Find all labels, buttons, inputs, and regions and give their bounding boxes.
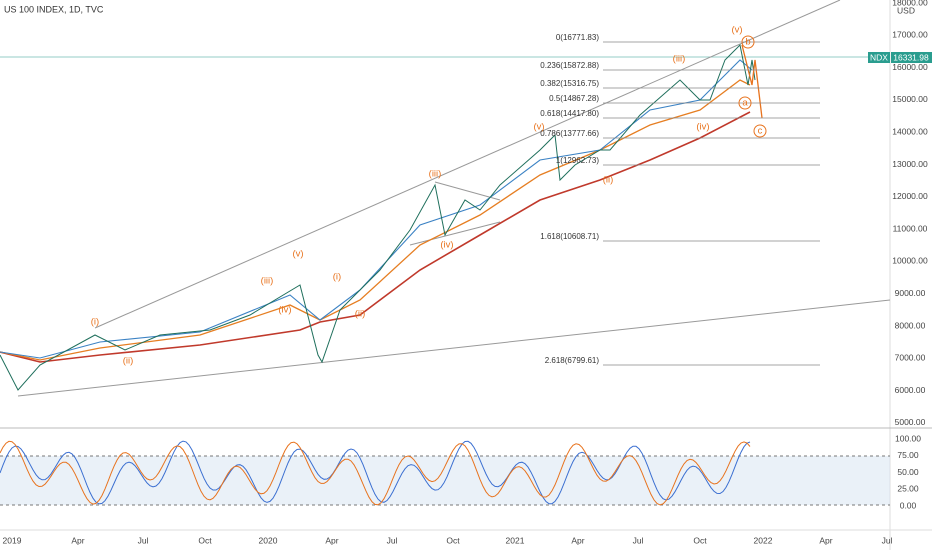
wedge-line	[434, 181, 501, 201]
price-tick-label: 9000.00	[895, 288, 926, 298]
time-tick-label: Jul	[387, 535, 398, 545]
fib-label: 0.236(15872.88)	[540, 61, 599, 70]
wave-label: (v)	[533, 122, 544, 133]
time-tick-label: Oct	[693, 535, 707, 545]
fib-label: 0.786(13777.66)	[540, 129, 599, 138]
wave-label: (v)	[731, 25, 742, 36]
wave-label: (iii)	[261, 276, 274, 287]
price-tick-label: 10000.00	[892, 256, 928, 266]
wave-label: (iii)	[429, 169, 442, 180]
wave-label: c	[758, 126, 763, 137]
wedge-line	[409, 221, 501, 246]
price-tick-label: 16000.00	[892, 62, 928, 72]
time-tick-label: Apr	[819, 535, 832, 545]
price-tick-label: 5000.00	[895, 417, 926, 427]
price-series	[0, 43, 756, 391]
wave-circle	[738, 96, 752, 110]
oscillator-line	[0, 440, 751, 506]
wave-label: a	[742, 98, 748, 109]
fib-label: 1.618(10608.71)	[540, 232, 599, 241]
price-tick-label: 12000.00	[892, 191, 928, 201]
time-tick-label: Apr	[71, 535, 84, 545]
wave-circle	[753, 124, 767, 138]
wave-label: (i)	[91, 317, 99, 328]
price-tick-label: 6000.00	[895, 385, 926, 395]
oscillator-line	[0, 440, 751, 505]
time-tick-label: Jul	[633, 535, 644, 545]
time-tick-label: 2022	[754, 535, 773, 545]
fib-label: 0(16771.83)	[556, 33, 599, 42]
time-tick-label: 2021	[506, 535, 525, 545]
price-tick-label: 14000.00	[892, 126, 928, 136]
upper-trendline	[94, 0, 841, 329]
time-tick-label: Oct	[446, 535, 460, 545]
time-tick-label: 2019	[3, 535, 22, 545]
ma-100	[0, 79, 751, 361]
last-price: 16331.98	[893, 52, 929, 62]
oscillator-tick-label: 25.00	[897, 484, 919, 494]
wave-label: (ii)	[355, 309, 366, 320]
price-tick-label: 17000.00	[892, 30, 928, 40]
fib-label: 1(12962.73)	[556, 156, 599, 165]
time-tick-label: 2020	[259, 535, 278, 545]
oscillator-tick-label: 100.00	[895, 433, 921, 443]
time-tick-label: Apr	[571, 535, 584, 545]
wave-label: b	[745, 37, 750, 48]
fib-label: 0.382(15316.75)	[540, 79, 599, 88]
oscillator-tick-label: 50.00	[897, 467, 919, 477]
wave-label: (iv)	[278, 305, 291, 316]
price-tick-label: 7000.00	[895, 353, 926, 363]
wave-label: (iv)	[440, 240, 453, 251]
wave-label: (i)	[333, 272, 341, 283]
symbol-badge	[868, 52, 890, 63]
lower-trendline	[17, 299, 891, 397]
price-tick-label: 11000.00	[893, 223, 928, 233]
wave-label: (ii)	[603, 175, 614, 186]
oscillator-tick-label: 0.00	[900, 500, 917, 510]
price-tick-label: 8000.00	[895, 320, 926, 330]
oscillator-tick-label: 75.00	[897, 450, 919, 460]
wave-label: (iv)	[696, 122, 709, 133]
wave-label: (ii)	[123, 356, 134, 367]
wave-label: (iii)	[673, 54, 686, 65]
symbol: NDX	[870, 52, 888, 62]
fib-label: 0.618(14417.80)	[540, 109, 599, 118]
price-badge	[891, 52, 932, 63]
wave-circle	[741, 35, 755, 49]
currency: USD	[897, 5, 915, 15]
wave-label: (v)	[292, 249, 303, 260]
fib-label: 0.5(14867.28)	[549, 94, 599, 103]
price-tick-label: 13000.00	[892, 159, 928, 169]
price-tick-label: 18000.00	[892, 0, 928, 7]
time-tick-label: Jul	[882, 535, 893, 545]
ma-200	[0, 111, 751, 363]
fib-label: 2.618(6799.61)	[545, 356, 600, 365]
price-tick-label: 15000.00	[892, 94, 928, 104]
time-tick-label: Oct	[198, 535, 212, 545]
title: US 100 INDEX, 1D, TVC	[4, 4, 104, 14]
time-tick-label: Apr	[325, 535, 338, 545]
projection-path	[741, 44, 763, 119]
time-tick-label: Jul	[138, 535, 149, 545]
